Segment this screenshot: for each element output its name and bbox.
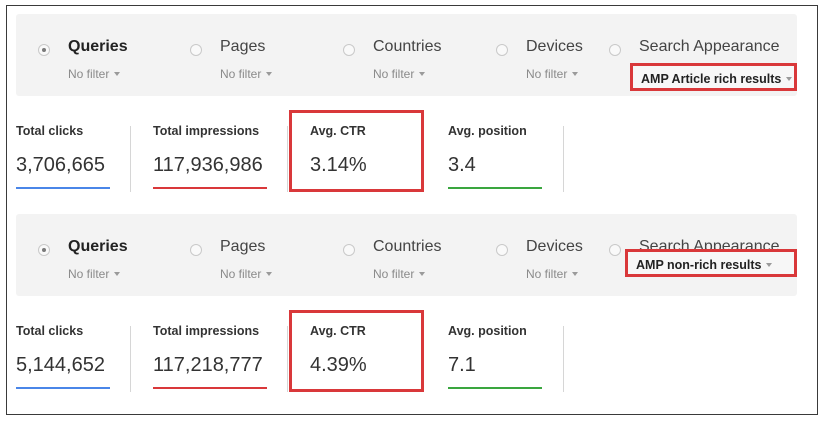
option-label: Pages: [220, 38, 266, 55]
radio-queries[interactable]: [38, 244, 50, 256]
option-label: Pages: [220, 238, 266, 255]
chevron-down-icon: [572, 72, 579, 76]
metric-label: Avg. CTR: [310, 124, 366, 138]
metric-label: Avg. CTR: [310, 324, 366, 338]
dimension-filter-bar: Queries No filter Pages No filter Countr…: [16, 14, 797, 96]
metric-value: 117,218,777: [153, 354, 263, 376]
metrics-row: Total clicks 5,144,652 Total impressions…: [16, 310, 797, 392]
option-label: Queries: [68, 238, 128, 255]
chevron-down-icon: [114, 72, 121, 76]
metric-value: 7.1: [448, 354, 476, 376]
option-label: Countries: [373, 38, 442, 55]
chevron-down-icon: [266, 272, 273, 276]
metric-avg-position[interactable]: Avg. position 3.4: [448, 110, 544, 192]
search-appearance-filter-dropdown[interactable]: AMP non-rich results: [625, 249, 797, 277]
filter-dropdown[interactable]: No filter: [373, 67, 426, 81]
metric-value: 3,706,665: [16, 154, 105, 176]
metric-label: Avg. position: [448, 124, 527, 138]
option-label: Devices: [526, 38, 583, 55]
filter-dropdown[interactable]: No filter: [68, 67, 121, 81]
radio-search-appearance[interactable]: [609, 244, 621, 256]
chevron-down-icon: [266, 72, 273, 76]
metric-total-impressions[interactable]: Total impressions 117,936,986: [153, 110, 271, 192]
radio-search-appearance[interactable]: [609, 44, 621, 56]
metric-total-impressions[interactable]: Total impressions 117,218,777: [153, 310, 271, 392]
metrics-row: Total clicks 3,706,665 Total impressions…: [16, 110, 797, 192]
highlight-box: [289, 310, 424, 392]
highlight-box: [289, 110, 424, 192]
filter-dropdown[interactable]: No filter: [220, 67, 273, 81]
metric-avg-ctr[interactable]: Avg. CTR 4.39%: [310, 310, 405, 392]
metric-value: 117,936,986: [153, 154, 263, 176]
option-label: Devices: [526, 238, 583, 255]
option-label: Search Appearance: [639, 38, 780, 55]
divider: [130, 326, 131, 392]
chevron-down-icon: [766, 263, 773, 267]
metric-value: 3.14%: [310, 154, 367, 176]
filter-dropdown[interactable]: No filter: [526, 67, 579, 81]
filter-dropdown[interactable]: No filter: [68, 267, 121, 281]
metric-underline: [448, 387, 542, 389]
metric-label: Total impressions: [153, 124, 260, 138]
metric-total-clicks[interactable]: Total clicks 5,144,652: [16, 310, 110, 392]
chevron-down-icon: [114, 272, 121, 276]
chevron-down-icon: [419, 72, 426, 76]
chevron-down-icon: [786, 77, 793, 81]
metric-label: Total clicks: [16, 324, 84, 338]
divider: [563, 326, 564, 392]
metric-value: 5,144,652: [16, 354, 105, 376]
metric-underline: [153, 387, 267, 389]
divider: [287, 126, 288, 192]
metric-value: 4.39%: [310, 354, 367, 376]
divider: [287, 326, 288, 392]
metric-total-clicks[interactable]: Total clicks 3,706,665: [16, 110, 110, 192]
metric-avg-position[interactable]: Avg. position 7.1: [448, 310, 544, 392]
metric-underline: [448, 187, 542, 189]
filter-dropdown[interactable]: No filter: [220, 267, 273, 281]
option-label: Queries: [68, 38, 128, 55]
metric-label: Avg. position: [448, 324, 527, 338]
radio-devices[interactable]: [496, 44, 508, 56]
filter-dropdown[interactable]: No filter: [373, 267, 426, 281]
metric-label: Total clicks: [16, 124, 84, 138]
radio-pages[interactable]: [190, 44, 202, 56]
metric-value: 3.4: [448, 154, 476, 176]
metric-underline: [16, 187, 110, 189]
filter-dropdown[interactable]: No filter: [526, 267, 579, 281]
option-label: Countries: [373, 238, 442, 255]
divider: [563, 126, 564, 192]
metric-underline: [16, 387, 110, 389]
radio-countries[interactable]: [343, 244, 355, 256]
radio-queries[interactable]: [38, 44, 50, 56]
dimension-filter-bar: Queries No filter Pages No filter Countr…: [16, 214, 797, 296]
radio-devices[interactable]: [496, 244, 508, 256]
metric-underline: [153, 187, 267, 189]
metric-label: Total impressions: [153, 324, 260, 338]
divider: [130, 126, 131, 192]
search-appearance-filter-dropdown[interactable]: AMP Article rich results: [630, 63, 797, 91]
metric-avg-ctr[interactable]: Avg. CTR 3.14%: [310, 110, 405, 192]
radio-countries[interactable]: [343, 44, 355, 56]
radio-pages[interactable]: [190, 244, 202, 256]
chevron-down-icon: [572, 272, 579, 276]
chevron-down-icon: [419, 272, 426, 276]
